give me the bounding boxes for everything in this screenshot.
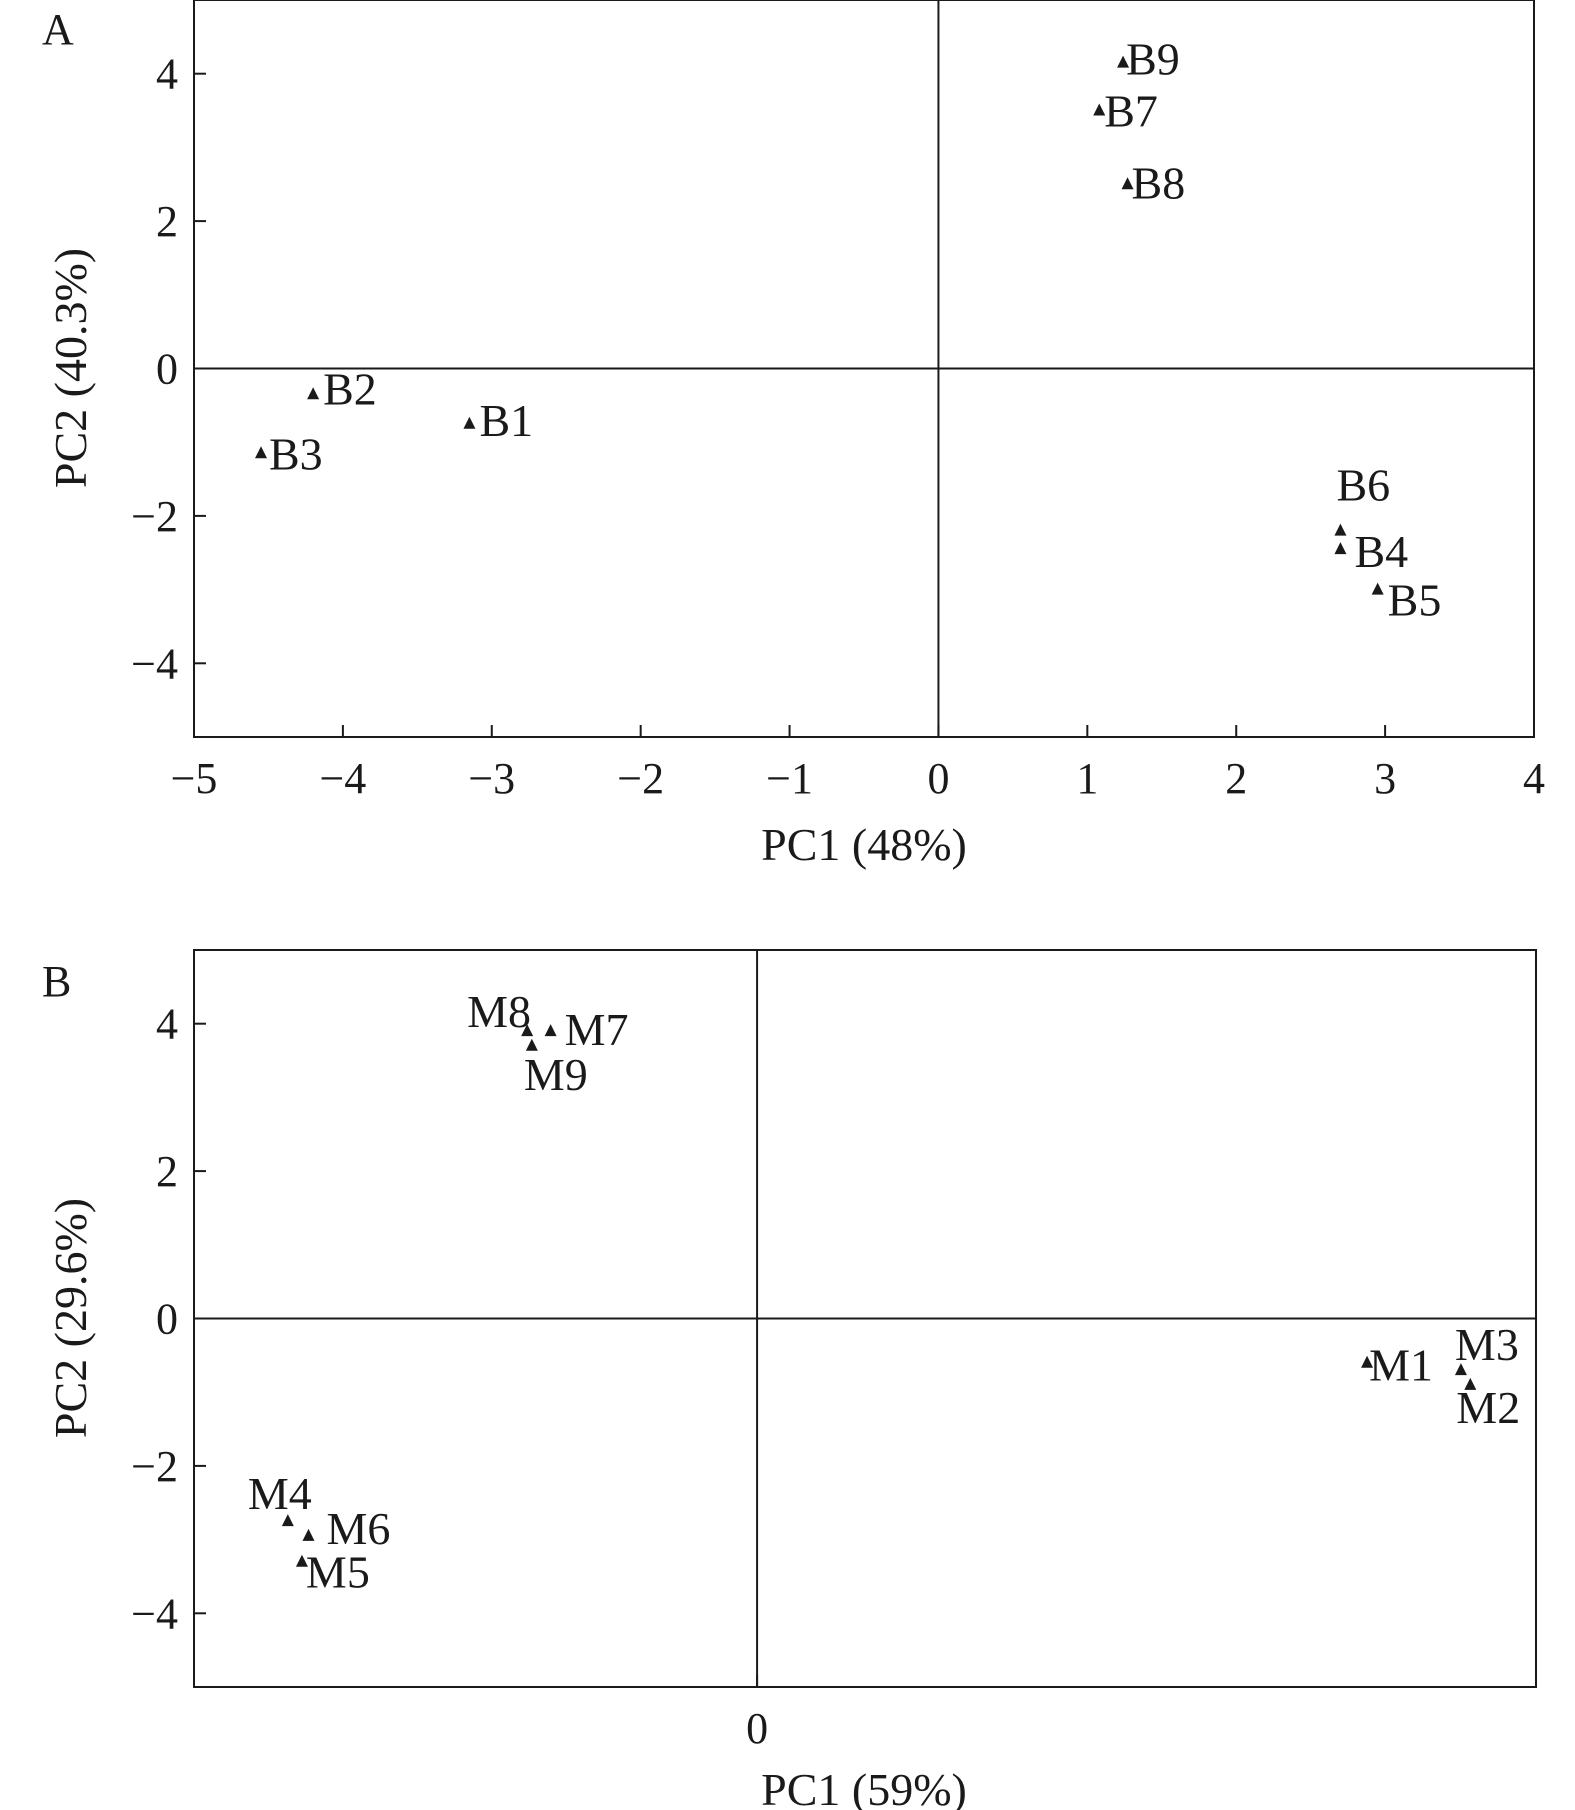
- panel-a-y-axis-label: PC2 (40.3%): [45, 248, 96, 488]
- panel-a-y-tick-label: 4: [156, 50, 178, 99]
- point-m2-label: M2: [1456, 1382, 1520, 1433]
- point-m8-marker: [521, 1024, 534, 1037]
- point-b7-label: B7: [1104, 86, 1158, 137]
- panel-a-x-tick-label: −4: [319, 754, 366, 803]
- panel-a-y-ticks: 4 2 0 −2 −4: [131, 50, 206, 688]
- panel-b-y-tick-label: 0: [156, 1295, 178, 1344]
- point-b1-marker: [463, 416, 476, 429]
- point-m1-label: M1: [1369, 1340, 1433, 1391]
- panel-a-x-axis-label: PC1 (48%): [761, 819, 967, 870]
- point-b2-label: B2: [323, 363, 377, 414]
- point-m9-label: M9: [524, 1049, 588, 1100]
- point-b5-label: B5: [1388, 575, 1442, 626]
- panel-a-y-tick-label: −4: [131, 639, 178, 688]
- point-m5-label: M5: [306, 1547, 370, 1598]
- panel-b-y-tick-label: 4: [156, 1000, 178, 1049]
- point-b1-label: B1: [479, 395, 533, 446]
- panel-a-label: A: [42, 5, 74, 54]
- panel-b-label: B: [42, 957, 71, 1006]
- point-m4-marker: [281, 1514, 294, 1527]
- point-m3-marker: [1454, 1363, 1467, 1376]
- panel-b-y-tick-label: −2: [131, 1442, 178, 1491]
- point-b8-label: B8: [1132, 157, 1186, 208]
- panel-a-x-tick-label: 3: [1374, 754, 1396, 803]
- panel-b-y-ticks: 4 2 0 −2 −4: [131, 1000, 206, 1638]
- panel-a-y-tick-label: −2: [131, 492, 178, 541]
- panel-a-x-tick-label: −5: [171, 754, 218, 803]
- panel-b-x-axis-label: PC1 (59%): [761, 1764, 967, 1810]
- point-b7-marker: [1093, 103, 1106, 116]
- point-b9-marker: [1117, 55, 1130, 68]
- point-b2-marker: [307, 387, 320, 400]
- point-m6-label: M6: [326, 1503, 390, 1554]
- panel-a-x-tick-label: −2: [617, 754, 664, 803]
- panel-b-y-tick-label: −4: [131, 1589, 178, 1638]
- point-b3-marker: [255, 446, 267, 459]
- point-b4-marker: [1334, 542, 1347, 555]
- panel-a-x-tick-label: 0: [927, 754, 949, 803]
- point-b5-marker: [1371, 582, 1384, 595]
- panel-b-x-ticks: 0: [746, 1675, 768, 1753]
- point-m6-marker: [302, 1528, 315, 1541]
- panel-a-x-tick-label: −1: [766, 754, 813, 803]
- point-m2-marker: [1464, 1377, 1477, 1390]
- point-b9-label: B9: [1126, 34, 1180, 85]
- panel-a-y-tick-label: 2: [156, 197, 178, 246]
- point-m7-marker: [544, 1024, 557, 1037]
- panel-a-x-tick-label: 4: [1523, 754, 1545, 803]
- point-b6-label: B6: [1336, 460, 1390, 511]
- panel-b-y-tick-label: 2: [156, 1147, 178, 1196]
- point-b4-label: B4: [1354, 526, 1408, 577]
- panel-a-x-ticks: −5 −4 −3 −2 −1 0 1 2 3 4: [171, 725, 1545, 803]
- panel-a-x-tick-label: 1: [1076, 754, 1098, 803]
- point-m9-marker: [525, 1038, 538, 1051]
- panel-a-x-tick-label: −3: [468, 754, 515, 803]
- panel-a-y-tick-label: 0: [156, 345, 178, 394]
- point-m1-marker: [1361, 1355, 1374, 1368]
- panel-b-x-tick-label: 0: [746, 1704, 768, 1753]
- point-b8-marker: [1121, 177, 1134, 190]
- panel-b-y-axis-label: PC2 (29.6%): [45, 1198, 96, 1438]
- point-m7-label: M7: [565, 1004, 629, 1055]
- panel-a-x-tick-label: 2: [1225, 754, 1247, 803]
- point-m4-label: M4: [248, 1468, 312, 1519]
- point-b3-label: B3: [269, 428, 323, 479]
- point-m8-label: M8: [467, 986, 531, 1037]
- point-b6-marker: [1334, 523, 1347, 536]
- point-m3-label: M3: [1455, 1319, 1519, 1370]
- point-m5-marker: [295, 1554, 308, 1567]
